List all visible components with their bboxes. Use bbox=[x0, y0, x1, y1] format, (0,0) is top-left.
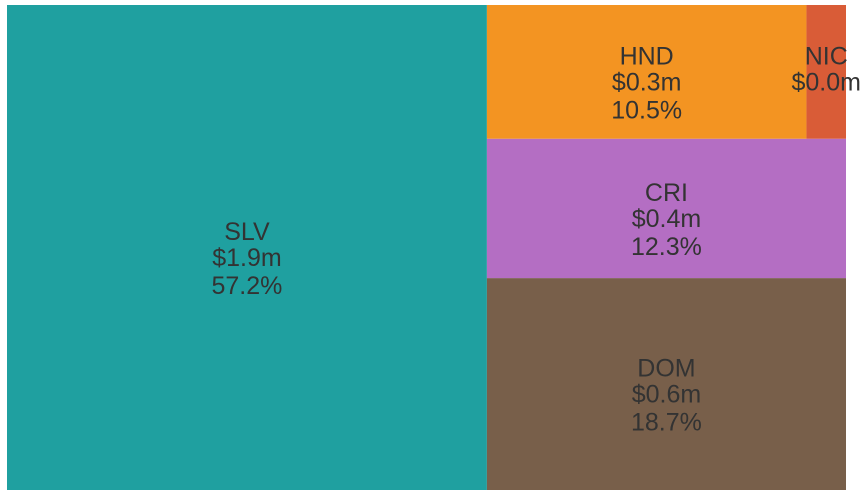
tile-name: NIC bbox=[805, 42, 848, 70]
tile bbox=[806, 5, 846, 139]
tile bbox=[486, 138, 846, 279]
tiles bbox=[7, 5, 846, 490]
tile-amount: $0.6m bbox=[632, 381, 701, 409]
tile-name: SLV bbox=[224, 218, 270, 246]
tile-name: HND bbox=[620, 42, 674, 70]
tile-share: 18.7% bbox=[631, 409, 702, 437]
tile bbox=[486, 5, 807, 139]
tile bbox=[7, 5, 487, 490]
tile-amount: $1.9m bbox=[212, 244, 281, 272]
tile-name: DOM bbox=[637, 355, 695, 383]
tile-name: CRI bbox=[645, 179, 688, 207]
tile-amount: $0.4m bbox=[632, 205, 701, 233]
tile-share: 12.3% bbox=[631, 233, 702, 261]
tile-amount: $0.0m bbox=[791, 68, 860, 96]
tile bbox=[486, 278, 846, 490]
tile-share: 10.5% bbox=[611, 96, 682, 124]
tile-share: 57.2% bbox=[212, 272, 283, 300]
tile-amount: $0.3m bbox=[612, 68, 681, 96]
